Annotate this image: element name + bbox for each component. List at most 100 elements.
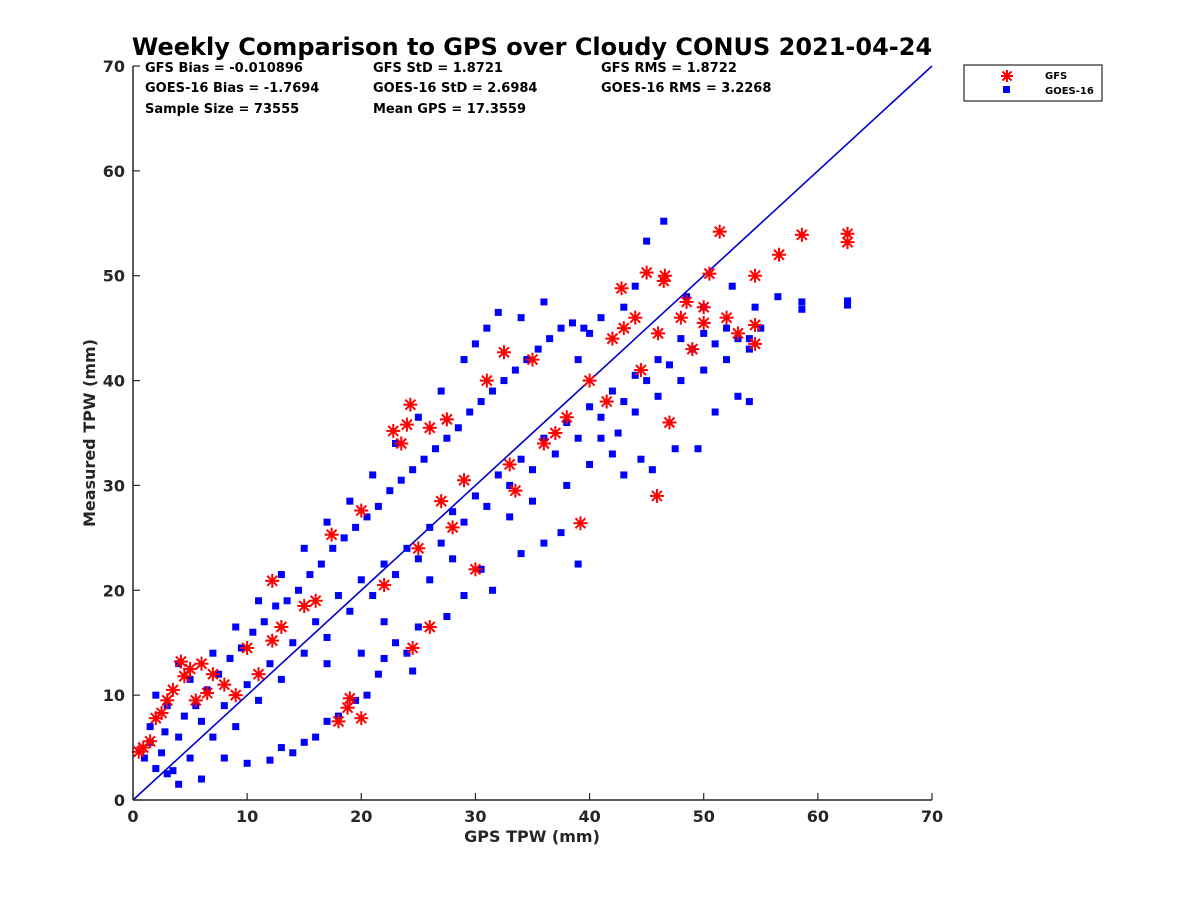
goes16-point	[711, 408, 719, 416]
gfs-point	[228, 688, 243, 703]
goes16-point	[392, 571, 400, 579]
goes16-point	[443, 613, 451, 620]
goes16-point	[745, 398, 753, 406]
goes16-point	[431, 445, 439, 453]
stat-goes-rms: GOES-16 RMS = 3.2268	[601, 81, 771, 96]
goes16-point	[677, 377, 685, 385]
gfs-point	[422, 420, 437, 435]
goes16-point	[466, 408, 474, 416]
goes16-point	[266, 660, 274, 668]
gfs-point	[702, 266, 717, 281]
gfs-point	[457, 473, 472, 488]
gfs-point	[649, 488, 664, 503]
goes16-point	[844, 301, 852, 309]
one-to-one-line	[132, 65, 933, 801]
gfs-point	[748, 268, 763, 283]
goes16-point	[734, 392, 742, 400]
goes16-point	[574, 560, 582, 568]
goes16-point	[529, 466, 536, 474]
goes16-point	[471, 492, 479, 500]
goes16-point	[574, 434, 582, 442]
goes16-point	[700, 366, 708, 374]
gfs-point	[251, 667, 266, 682]
legend-gfs-marker	[1001, 70, 1013, 82]
gfs-point	[143, 734, 158, 749]
goes16-point	[392, 639, 400, 647]
gfs-point	[342, 691, 357, 706]
goes16-point	[352, 696, 360, 704]
y-tick-label: 50	[103, 267, 125, 286]
goes16-point	[380, 560, 388, 568]
gfs-point	[205, 667, 220, 682]
legend-gfs-label: GFS	[1045, 71, 1067, 82]
goes16-point	[677, 335, 685, 343]
goes16-point	[631, 371, 639, 379]
goes16-point	[283, 597, 291, 605]
gfs-point	[411, 541, 426, 556]
gfs-point	[502, 457, 517, 472]
y-ticks: 0 10 20 30 40 50 60 70	[103, 57, 140, 810]
stat-mean-gps: Mean GPS = 17.3559	[373, 102, 526, 117]
goes16-point	[163, 770, 171, 778]
goes16-point	[745, 335, 753, 343]
goes16-point	[374, 670, 382, 678]
goes16-point	[517, 550, 525, 558]
gfs-point	[173, 654, 188, 669]
chart-title: Weekly Comparison to GPS over Cloudy CON…	[132, 33, 932, 61]
goes16-point	[226, 654, 234, 662]
goes16-point	[409, 466, 417, 474]
goes16-point	[197, 717, 205, 725]
goes16-point	[660, 217, 668, 225]
goes16-point	[608, 387, 616, 395]
goes16-point	[220, 702, 228, 710]
goes16-point	[460, 518, 468, 526]
reference-line-layer	[132, 65, 933, 801]
goes16-point	[494, 471, 502, 479]
goes16-point	[374, 502, 382, 510]
goes16-point	[289, 639, 297, 647]
goes16-point	[506, 481, 514, 489]
goes16-point	[620, 303, 628, 311]
gfs-point	[712, 224, 727, 239]
gfs-point	[657, 268, 672, 283]
goes16-point	[437, 539, 445, 547]
goes16-point	[723, 356, 731, 364]
gfs-point	[439, 412, 454, 427]
goes16-point	[323, 633, 331, 641]
goes16-point	[529, 497, 536, 505]
goes16-point	[152, 691, 160, 699]
goes16-point	[363, 691, 371, 699]
goes16-point	[534, 345, 542, 353]
goes16-point	[631, 282, 639, 290]
goes16-point	[694, 445, 702, 453]
gfs-point	[685, 342, 700, 357]
goes16-point	[334, 592, 342, 600]
gfs-point	[340, 700, 355, 715]
goes16-point	[140, 754, 148, 762]
gfs-point	[434, 494, 449, 509]
goes16-point	[357, 649, 365, 657]
gfs-point	[525, 352, 540, 367]
goes16-point	[483, 502, 491, 510]
goes16-point	[161, 728, 169, 736]
gfs-point	[177, 669, 192, 684]
gfs-point	[354, 711, 369, 726]
goes16-point	[620, 471, 628, 479]
gfs-point	[696, 300, 711, 315]
goes16-point	[517, 455, 525, 463]
goes16-point	[489, 586, 497, 594]
gfs-point	[154, 705, 169, 720]
goes16-point	[186, 675, 194, 683]
goes16-point	[557, 324, 565, 332]
y-tick-label: 10	[103, 686, 125, 705]
goes16-point	[728, 282, 736, 290]
goes16-point	[614, 429, 622, 437]
x-tick-label: 70	[921, 807, 943, 826]
y-axis-label: Measured TPW (mm)	[80, 339, 99, 527]
gfs-point	[405, 640, 420, 655]
goes16-point	[323, 660, 331, 668]
goes16-point	[745, 345, 753, 353]
y-tick-label: 60	[103, 162, 125, 181]
goes16-point	[798, 298, 806, 306]
